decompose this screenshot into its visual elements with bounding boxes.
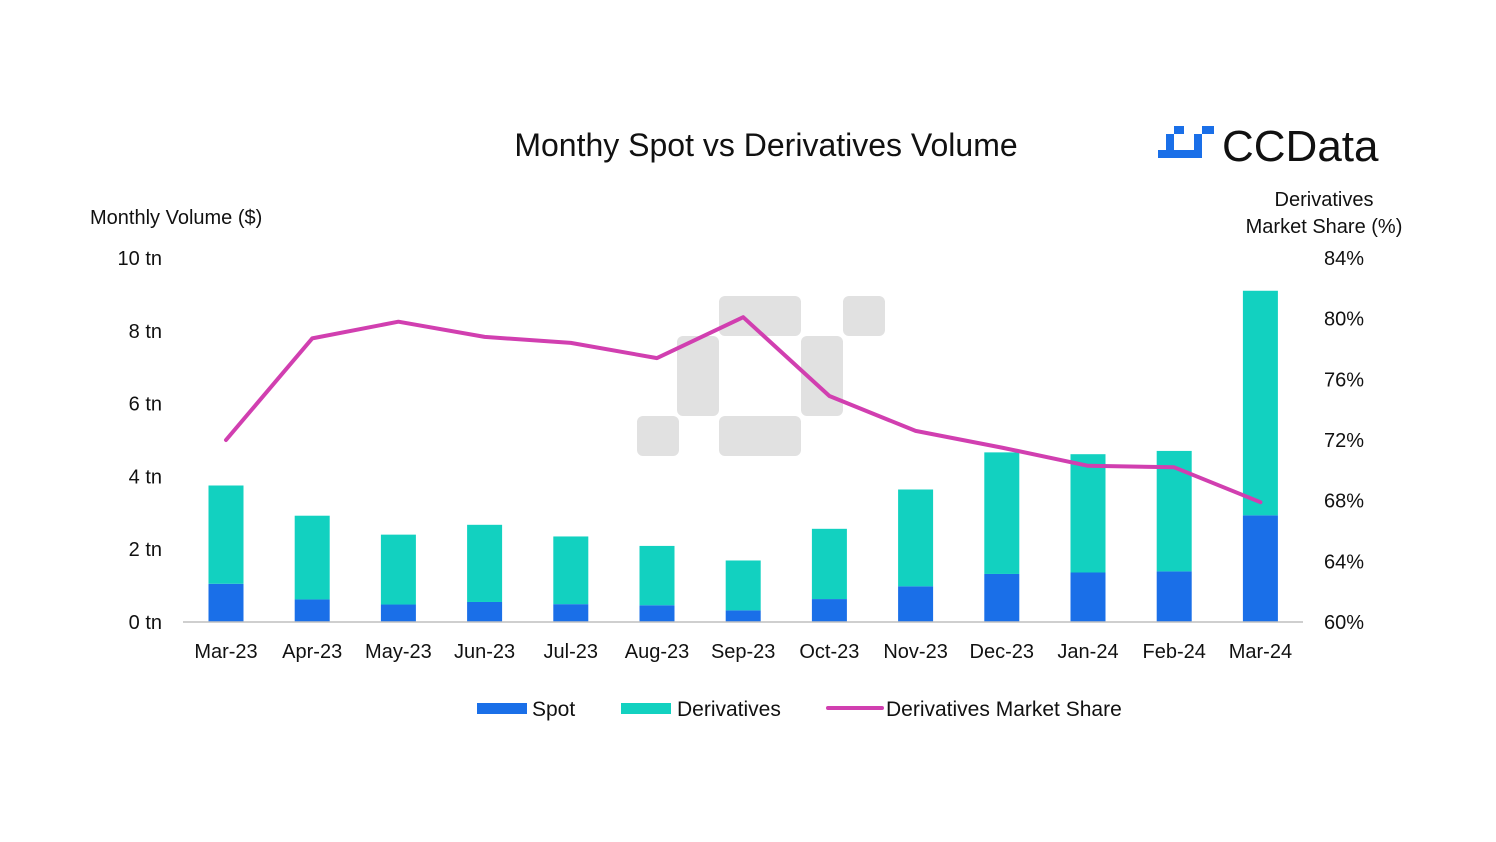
y-tick-label: 10 tn xyxy=(118,248,162,270)
legend-swatch-derivatives xyxy=(621,703,671,714)
bar-derivatives xyxy=(725,560,761,611)
x-tick-label: Feb-24 xyxy=(1143,641,1206,663)
bar-spot xyxy=(1242,515,1278,622)
logo-block xyxy=(1202,126,1214,134)
x-tick-label: Jan-24 xyxy=(1057,641,1118,663)
bar-derivatives xyxy=(984,452,1020,574)
logo-block xyxy=(1166,134,1174,158)
bar-spot xyxy=(898,586,934,622)
y2-tick-label: 60% xyxy=(1324,612,1364,634)
y2-tick-label: 72% xyxy=(1324,430,1364,452)
bar-spot xyxy=(294,599,330,622)
bar-spot xyxy=(208,583,244,622)
chart-title: Monthy Spot vs Derivatives Volume xyxy=(514,127,1017,163)
bar-derivatives xyxy=(639,545,675,606)
x-tick-label: Sep-23 xyxy=(711,641,776,663)
bar-spot xyxy=(725,610,761,622)
legend: Spot Derivatives Derivatives Market Share xyxy=(477,698,1122,721)
y-tick-label: 2 tn xyxy=(129,539,162,561)
y-tick-label: 0 tn xyxy=(129,612,162,634)
bar-spot xyxy=(553,604,589,622)
y2-tick-label: 64% xyxy=(1324,551,1364,573)
y2-axis-label-line-2: Market Share (%) xyxy=(1246,216,1403,238)
bar-derivatives xyxy=(898,489,934,587)
bar-derivatives xyxy=(811,528,847,600)
watermark-block xyxy=(843,296,885,336)
watermark-logo xyxy=(637,296,885,456)
y-axis-label: Monthly Volume ($) xyxy=(90,207,262,229)
ccdata-logo-icon xyxy=(1158,126,1214,158)
legend-label-spot: Spot xyxy=(532,698,575,721)
x-tick-label: Jul-23 xyxy=(544,641,598,663)
x-tick-label: Aug-23 xyxy=(625,641,690,663)
y-tick-label: 6 tn xyxy=(129,394,162,416)
legend-label-share: Derivatives Market Share xyxy=(886,698,1122,721)
y2-tick-label: 80% xyxy=(1324,309,1364,331)
bar-derivatives xyxy=(553,536,589,605)
x-tick-label: Dec-23 xyxy=(970,641,1034,663)
y2-tick-label: 76% xyxy=(1324,369,1364,391)
bar-spot xyxy=(639,605,675,622)
x-tick-label: Mar-24 xyxy=(1229,641,1292,663)
brand-name: CCData xyxy=(1222,122,1379,171)
y-tick-label: 4 tn xyxy=(129,466,162,488)
logo-block xyxy=(1194,134,1202,158)
bar-derivatives xyxy=(294,515,330,600)
watermark-block xyxy=(677,336,719,416)
x-tick-label: Jun-23 xyxy=(454,641,515,663)
bar-spot xyxy=(380,604,416,622)
x-tick-label: Mar-23 xyxy=(194,641,257,663)
x-tick-label: Oct-23 xyxy=(799,641,859,663)
y2-tick-label: 84% xyxy=(1324,248,1364,270)
bar-spot xyxy=(811,599,847,622)
watermark-block xyxy=(719,296,801,336)
watermark-block xyxy=(719,416,801,456)
bar-derivatives xyxy=(1070,454,1106,573)
legend-swatch-spot xyxy=(477,703,527,714)
legend-label-derivatives: Derivatives xyxy=(677,698,781,721)
bar-spot xyxy=(467,601,503,622)
y2-tick-label: 68% xyxy=(1324,491,1364,513)
bar-derivatives xyxy=(467,524,503,602)
logo-block xyxy=(1174,150,1194,158)
logo-block xyxy=(1174,126,1184,134)
bar-derivatives xyxy=(380,534,416,605)
x-tick-label: May-23 xyxy=(365,641,432,663)
logo-block xyxy=(1158,150,1166,158)
y2-axis-label-line-1: Derivatives xyxy=(1275,189,1374,211)
y-tick-label: 8 tn xyxy=(129,321,162,343)
bar-spot xyxy=(1156,571,1192,622)
watermark-block xyxy=(637,416,679,456)
bar-derivatives xyxy=(208,485,244,584)
bar-spot xyxy=(1070,572,1106,622)
bar-derivatives xyxy=(1242,290,1278,516)
x-tick-label: Nov-23 xyxy=(883,641,947,663)
x-tick-label: Apr-23 xyxy=(282,641,342,663)
bar-spot xyxy=(984,573,1020,622)
